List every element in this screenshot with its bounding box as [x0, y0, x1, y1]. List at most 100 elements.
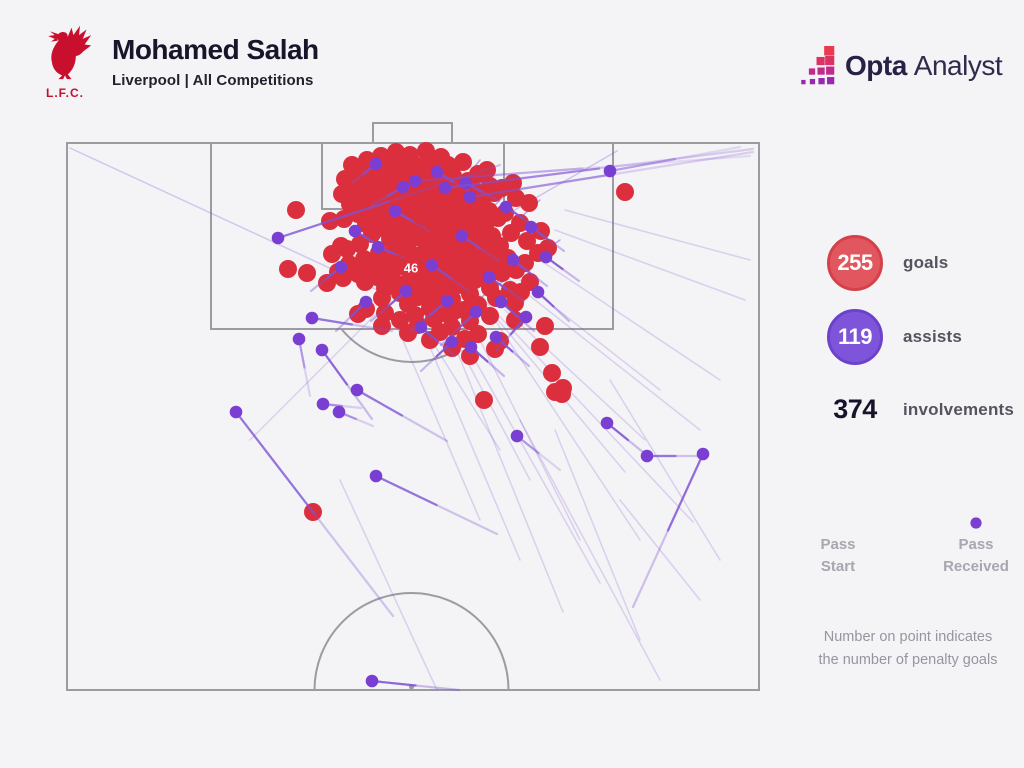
assist-dot	[464, 340, 478, 354]
assist-dot	[440, 294, 454, 308]
opta-mark-square	[808, 68, 816, 75]
assist-dot	[438, 181, 452, 195]
assist-dot	[348, 224, 362, 238]
opta-mark-square	[816, 56, 825, 66]
opta-mark-square	[826, 66, 835, 75]
involvements-label: involvements	[903, 399, 1015, 419]
opta-mark-square	[824, 46, 835, 56]
pass-trail	[539, 259, 721, 381]
pass-trail	[564, 209, 751, 261]
pass-line-dark-half	[443, 167, 601, 190]
goals-label: goals	[903, 253, 949, 272]
assist-dot	[359, 295, 373, 309]
goal-frame	[372, 122, 453, 144]
legend-pass-start-line2: Start	[820, 558, 856, 575]
pass-line	[297, 337, 312, 398]
assist-dot	[334, 260, 348, 274]
pass-trail	[249, 299, 391, 441]
goal-dot	[323, 245, 341, 263]
assist-dot	[271, 231, 285, 245]
pass-line-dark-half	[370, 679, 417, 687]
pass-trail	[389, 309, 481, 521]
assist-dot	[506, 253, 520, 267]
goal-dot	[356, 273, 374, 291]
goal-dot	[421, 331, 439, 349]
assist-dot	[316, 397, 330, 411]
assist-dot	[603, 164, 617, 178]
goal-dot	[373, 289, 391, 307]
goal-dot	[616, 183, 634, 201]
goal-dot	[475, 391, 493, 409]
involvements-value: 374	[833, 394, 877, 424]
pass-line-dark-half	[310, 316, 354, 326]
liverpool-crest: L.F.C.	[36, 22, 94, 100]
assist-dot	[494, 295, 508, 309]
assist-dot	[445, 335, 459, 349]
assist-dot	[640, 449, 654, 463]
penalty-goal-count: 46	[404, 261, 418, 276]
legend-pass-start: Pass Start	[812, 534, 864, 578]
pass-line-dark-half	[413, 167, 584, 183]
assist-dot	[600, 416, 614, 430]
assist-dot	[696, 447, 710, 461]
pass-line-dark-half	[355, 388, 404, 417]
pass-trail	[554, 429, 641, 641]
pass-line-dark-half	[276, 200, 391, 240]
goal-dot	[399, 324, 417, 342]
assist-dot	[430, 165, 444, 179]
goal-dot	[518, 232, 536, 250]
assist-dot	[388, 204, 402, 218]
opta-mark-square	[817, 67, 825, 75]
footnote-line1: Number on point indicates	[823, 629, 993, 645]
crest-text: L.F.C.	[46, 86, 84, 100]
goal-dot	[502, 224, 520, 242]
pass-line-dark-half	[374, 474, 438, 507]
assist-dot	[414, 320, 428, 334]
pass-line	[413, 154, 752, 183]
pass-trail	[339, 479, 438, 691]
goal-dot	[391, 311, 409, 329]
legend-pass-received-line1: Pass	[958, 536, 994, 553]
centre-circle	[313, 592, 510, 691]
assist-dot	[315, 343, 329, 357]
assist-dot	[524, 220, 538, 234]
pass-line-dark-half	[320, 348, 349, 386]
pass-trail	[619, 499, 701, 601]
pass-trail	[504, 309, 646, 441]
legend-pass-received-line2: Received	[943, 558, 1009, 575]
liver-bird-icon	[48, 25, 92, 80]
opta-mark-square	[818, 78, 825, 85]
opta-analyst-logo: Opta Analyst	[796, 46, 1003, 86]
assist-dot	[482, 270, 496, 284]
goal-dot	[349, 305, 367, 323]
assist-dot	[455, 229, 469, 243]
pass-line-dark-half	[468, 173, 613, 199]
penalty-goal-marker: 46	[399, 256, 423, 280]
assist-dot	[519, 310, 533, 324]
pass-trail	[609, 379, 721, 561]
goals-value: 255	[837, 250, 873, 275]
opta-mark-square	[801, 79, 806, 85]
opta-mark-square	[827, 77, 835, 85]
goal-dot	[454, 153, 472, 171]
goal-dot	[493, 264, 511, 282]
opta-mark-square	[809, 78, 816, 85]
assist-dot	[499, 200, 513, 214]
brand-name-light: Analyst	[913, 50, 1003, 81]
assist-dot	[463, 190, 477, 204]
assists-label: assists	[903, 327, 963, 346]
footnote: Number on point indicates the number of …	[798, 626, 1018, 672]
goal-dot	[373, 317, 391, 335]
pass-trail	[519, 419, 661, 681]
legend-pass-received: Pass Received	[930, 534, 1022, 578]
assist-dot	[408, 174, 422, 188]
goal-dot	[536, 317, 554, 335]
pass-trail	[496, 269, 701, 431]
assist-dot	[425, 258, 439, 272]
page-title: Mohamed Salah	[112, 34, 319, 65]
pass-line	[515, 434, 562, 472]
assist-dot	[371, 240, 385, 254]
goal-dot	[531, 338, 549, 356]
goal-dot	[520, 194, 538, 212]
